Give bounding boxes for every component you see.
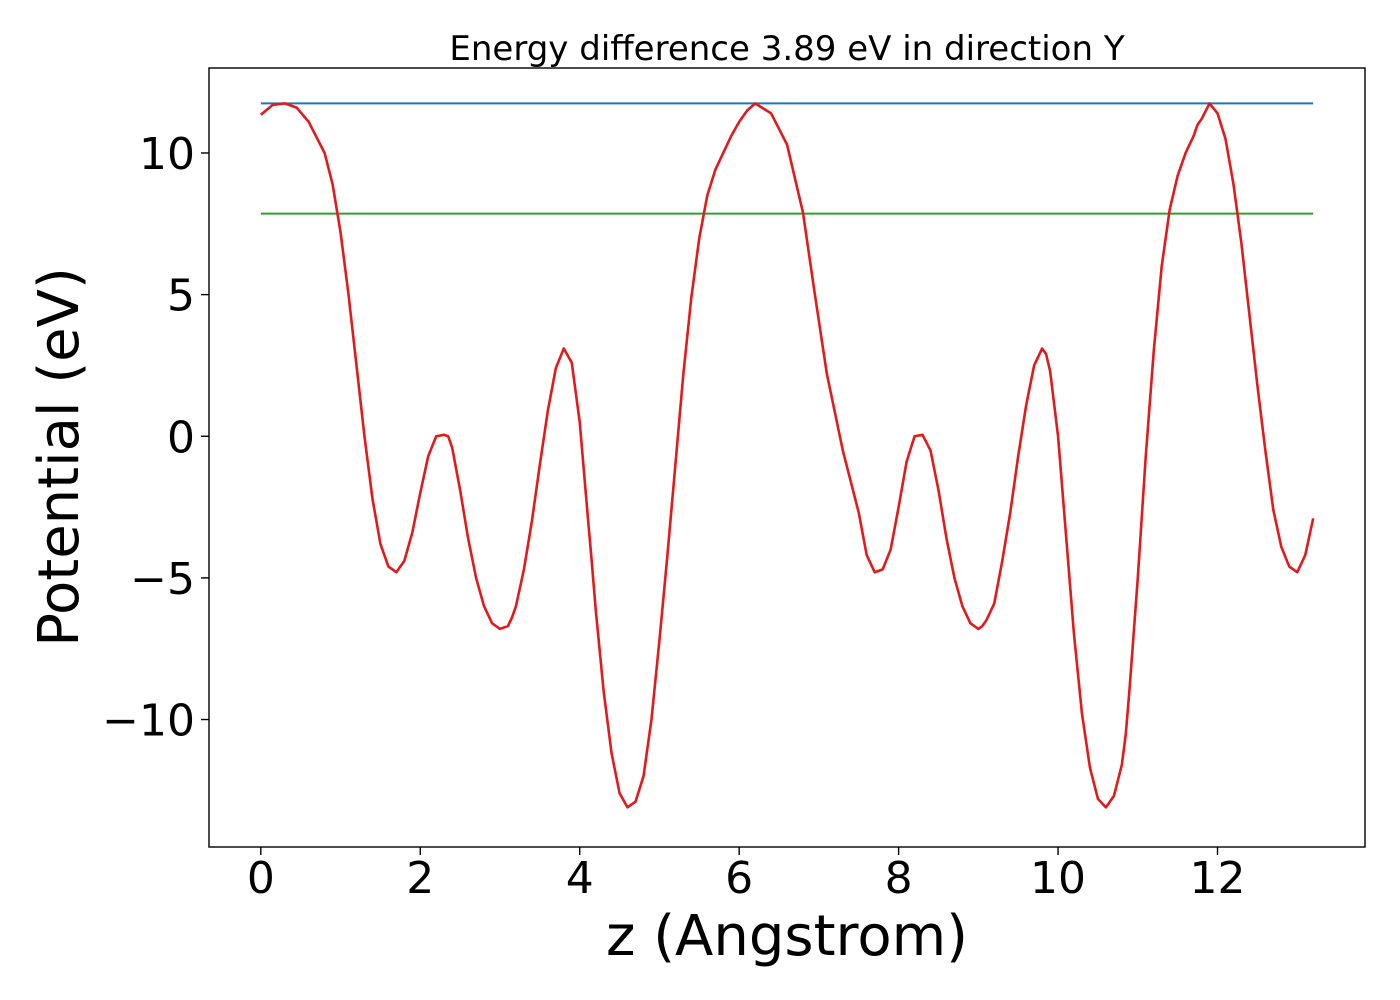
- plot-lines: [259, 102, 1315, 809]
- x-tick-label: 4: [566, 853, 594, 904]
- x-axis: 0 2 4 6 8 10 12: [247, 847, 1246, 904]
- x-tick-label: 0: [247, 853, 275, 904]
- x-tick-label: 10: [1030, 853, 1086, 904]
- chart-title: Energy difference 3.89 eV in direction Y: [449, 29, 1124, 69]
- y-tick-label: 0: [167, 412, 195, 463]
- y-axis-title: Potential (eV): [27, 267, 92, 647]
- x-axis-title: z (Angstrom): [606, 904, 968, 969]
- y-axis: −10 −5 0 5 10: [102, 129, 209, 747]
- series-line-2: [259, 102, 1315, 809]
- x-tick-label: 2: [406, 853, 434, 904]
- y-tick-label: 10: [139, 129, 195, 180]
- y-tick-label: 5: [167, 271, 195, 322]
- x-tick-label: 8: [885, 853, 913, 904]
- x-tick-label: 12: [1190, 853, 1246, 904]
- x-tick-label: 6: [725, 853, 753, 904]
- y-tick-label: −10: [102, 696, 195, 747]
- plot-frame: [208, 67, 1366, 848]
- y-tick-label: −5: [130, 554, 195, 605]
